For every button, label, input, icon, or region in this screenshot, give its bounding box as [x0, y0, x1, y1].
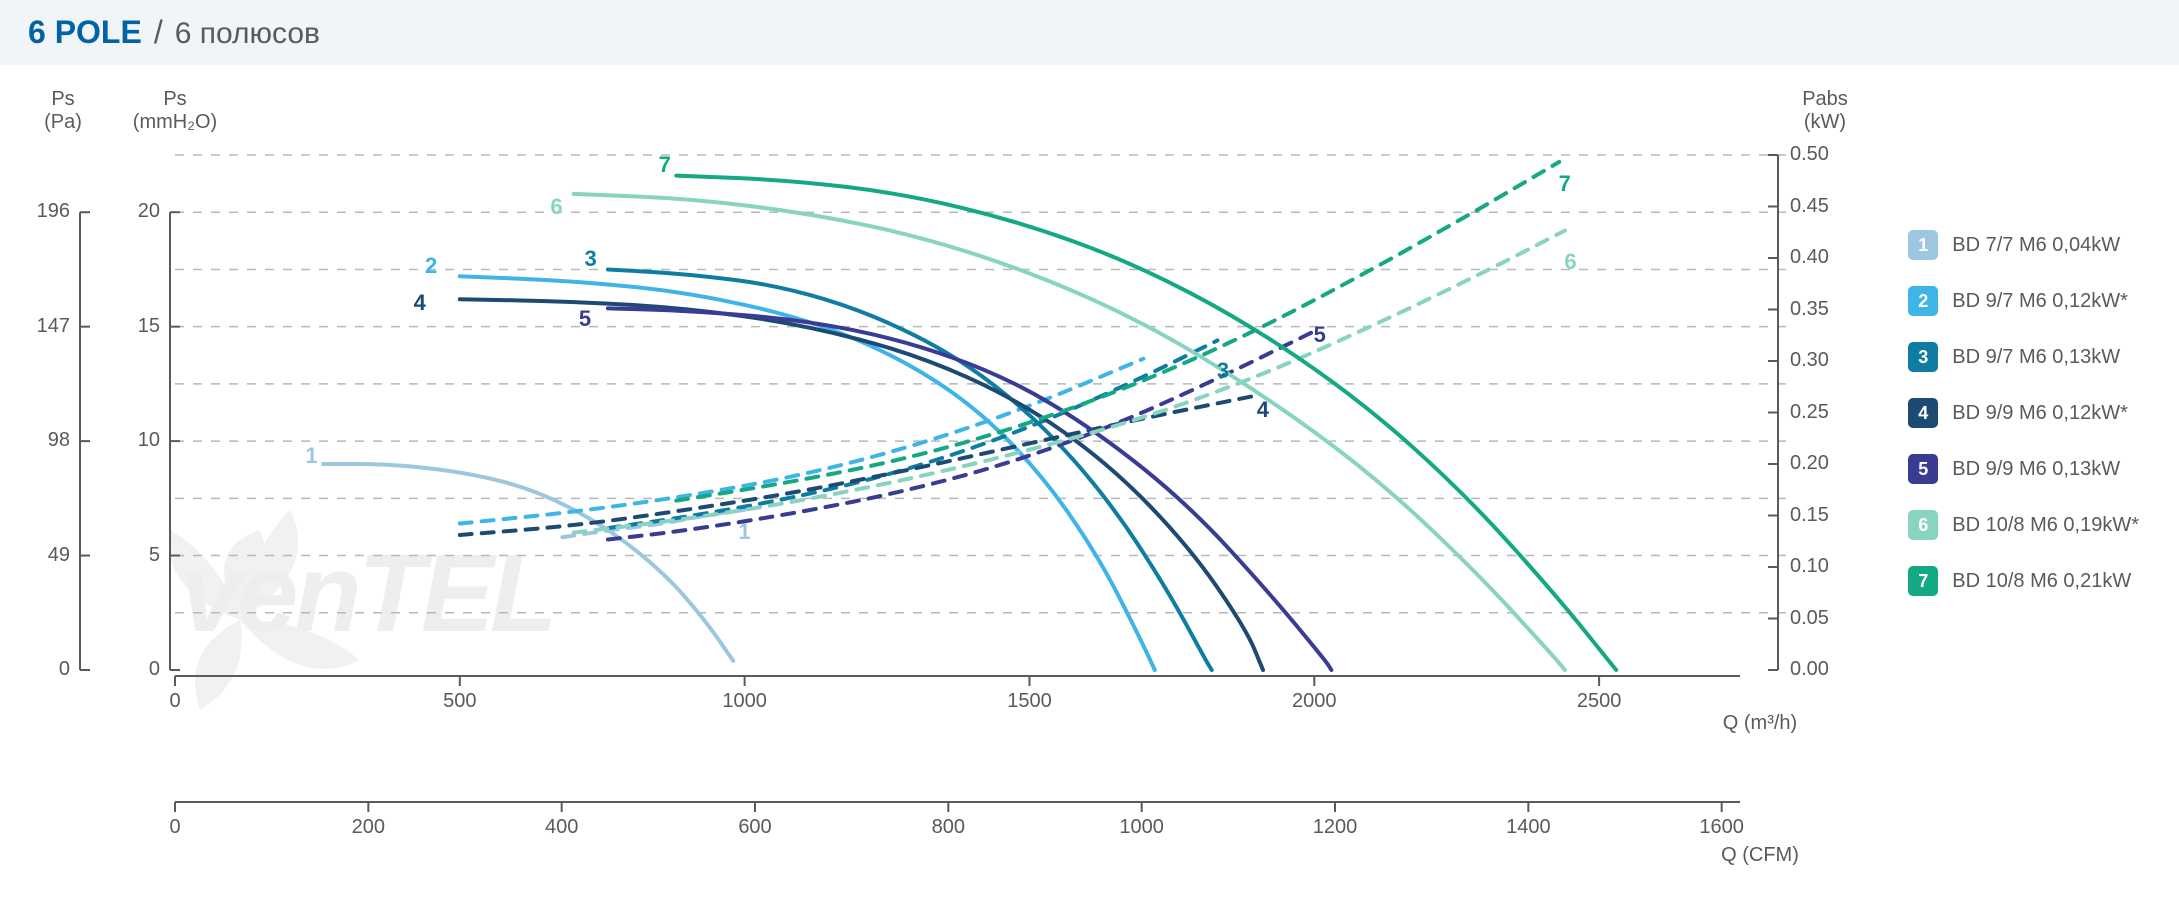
tick-label: 10 [110, 429, 160, 452]
tick-label: 600 [715, 816, 795, 839]
legend-item-4: 4 BD 9/9 M6 0,12kW* [1908, 398, 2139, 428]
legend-label: BD 9/9 M6 0,13kW [1952, 458, 2120, 481]
title-sep: / [154, 14, 163, 51]
tick-label: 20 [110, 200, 160, 223]
legend-item-6: 6 BD 10/8 M6 0,19kW* [1908, 510, 2139, 540]
legend-swatch: 6 [1908, 510, 1938, 540]
legend-label: BD 7/7 M6 0,04kW [1952, 234, 2120, 257]
tick-label: 0 [110, 658, 160, 681]
legend-item-7: 7 BD 10/8 M6 0,21kW [1908, 566, 2139, 596]
tick-label: 800 [908, 816, 988, 839]
tick-label: 147 [20, 315, 70, 338]
curve-number-2: 2 [425, 253, 437, 279]
chart-area: venTEL Ps (Pa) Ps (mmH₂O) Pabs (kW) Q (m… [0, 80, 2179, 915]
tick-label: 1500 [989, 690, 1069, 713]
curve-number-7: 7 [659, 152, 671, 178]
ylabel-pa: Ps (Pa) [38, 88, 88, 134]
legend-label: BD 9/7 M6 0,12kW* [1952, 290, 2128, 313]
tick-label: 0.10 [1790, 555, 1850, 578]
tick-label: 5 [110, 544, 160, 567]
tick-label: 1000 [705, 690, 785, 713]
tick-label: 0.35 [1790, 298, 1850, 321]
tick-label: 0 [135, 690, 215, 713]
legend: 1 BD 7/7 M6 0,04kW 2 BD 9/7 M6 0,12kW* 3 BD 9… [1908, 230, 2139, 596]
title-main: 6 POLE [28, 14, 142, 51]
curve-number-3: 3 [1217, 358, 1229, 384]
tick-label: 2500 [1559, 690, 1639, 713]
legend-label: BD 10/8 M6 0,19kW* [1952, 514, 2139, 537]
tick-label: 0.15 [1790, 504, 1850, 527]
tick-label: 1600 [1682, 816, 1762, 839]
legend-label: BD 9/9 M6 0,12kW* [1952, 402, 2128, 425]
tick-label: 200 [328, 816, 408, 839]
legend-swatch: 3 [1908, 342, 1938, 372]
legend-label: BD 9/7 M6 0,13kW [1952, 346, 2120, 369]
legend-item-5: 5 BD 9/9 M6 0,13kW [1908, 454, 2139, 484]
plot-svg [0, 80, 2179, 915]
legend-label: BD 10/8 M6 0,21kW [1952, 570, 2131, 593]
legend-swatch: 5 [1908, 454, 1938, 484]
curve-number-6: 6 [550, 194, 562, 220]
tick-label: 0.45 [1790, 195, 1850, 218]
tick-label: 1400 [1488, 816, 1568, 839]
curve-number-5: 5 [579, 306, 591, 332]
ylabel-mmh2o: Ps (mmH₂O) [120, 88, 230, 134]
legend-swatch: 2 [1908, 286, 1938, 316]
tick-label: 1000 [1102, 816, 1182, 839]
ylabel-kw: Pabs (kW) [1790, 88, 1860, 134]
title-bar: 6 POLE / 6 полюсов [0, 0, 2179, 65]
tick-label: 0.00 [1790, 658, 1850, 681]
tick-label: 0 [135, 816, 215, 839]
tick-label: 0.50 [1790, 143, 1850, 166]
tick-label: 49 [20, 544, 70, 567]
curve-number-6: 6 [1564, 249, 1576, 275]
curve-number-5: 5 [1314, 322, 1326, 348]
xlabel-m3h: Q (m³/h) [1700, 712, 1820, 735]
legend-swatch: 7 [1908, 566, 1938, 596]
tick-label: 98 [20, 429, 70, 452]
curve-number-4: 4 [414, 290, 426, 316]
curve-number-7: 7 [1559, 171, 1571, 197]
tick-label: 0.05 [1790, 607, 1850, 630]
legend-item-3: 3 BD 9/7 M6 0,13kW [1908, 342, 2139, 372]
tick-label: 0.25 [1790, 401, 1850, 424]
curve-number-4: 4 [1257, 397, 1269, 423]
tick-label: 0.30 [1790, 349, 1850, 372]
tick-label: 15 [110, 315, 160, 338]
legend-item-2: 2 BD 9/7 M6 0,12kW* [1908, 286, 2139, 316]
tick-label: 400 [522, 816, 602, 839]
tick-label: 0.20 [1790, 452, 1850, 475]
tick-label: 0.40 [1790, 246, 1850, 269]
legend-swatch: 1 [1908, 230, 1938, 260]
curve-number-3: 3 [585, 246, 597, 272]
legend-swatch: 4 [1908, 398, 1938, 428]
title-sub: 6 полюсов [175, 17, 320, 51]
tick-label: 0 [20, 658, 70, 681]
curve-number-1: 1 [305, 443, 317, 469]
tick-label: 2000 [1274, 690, 1354, 713]
tick-label: 196 [20, 200, 70, 223]
legend-item-1: 1 BD 7/7 M6 0,04kW [1908, 230, 2139, 260]
tick-label: 500 [420, 690, 500, 713]
curve-number-1: 1 [738, 519, 750, 545]
xlabel-cfm: Q (CFM) [1700, 844, 1820, 867]
tick-label: 1200 [1295, 816, 1375, 839]
